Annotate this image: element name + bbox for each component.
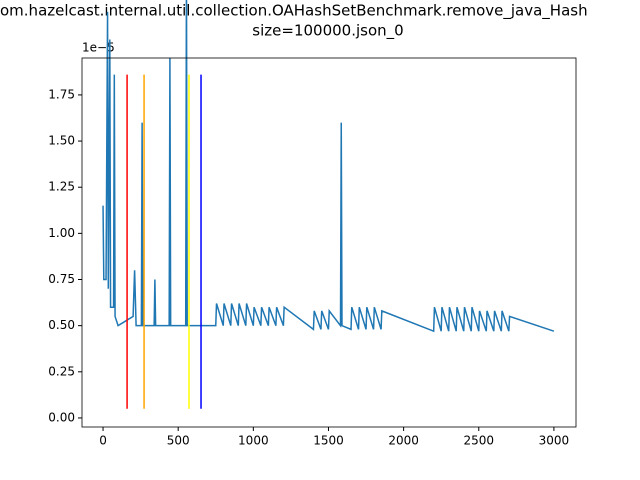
x-tick-label: 1500 bbox=[313, 434, 344, 448]
y-tick-label: 1.25 bbox=[48, 180, 75, 194]
x-tick-label: 2000 bbox=[388, 434, 419, 448]
y-tick-label: 0.50 bbox=[48, 318, 75, 332]
x-tick-label: 3000 bbox=[539, 434, 570, 448]
y-tick-label: 1.50 bbox=[48, 134, 75, 148]
offset-label: 1e−5 bbox=[82, 41, 115, 55]
y-tick-label: 0.25 bbox=[48, 364, 75, 378]
chart-title: om.hazelcast.internal.util.collection.OA… bbox=[0, 2, 588, 21]
x-tick-label: 2500 bbox=[463, 434, 494, 448]
y-tick-label: 0.75 bbox=[48, 272, 75, 286]
x-tick-label: 0 bbox=[99, 434, 107, 448]
x-tick-label: 500 bbox=[167, 434, 190, 448]
y-tick-label: 1.00 bbox=[48, 226, 75, 240]
y-tick-label: 1.75 bbox=[48, 87, 75, 101]
chart-title: size=100000.json_0 bbox=[252, 22, 403, 41]
plot-frame bbox=[81, 57, 577, 428]
y-tick-label: 0.00 bbox=[48, 410, 75, 424]
x-tick-label: 1000 bbox=[238, 434, 269, 448]
line bbox=[102, 0, 555, 333]
